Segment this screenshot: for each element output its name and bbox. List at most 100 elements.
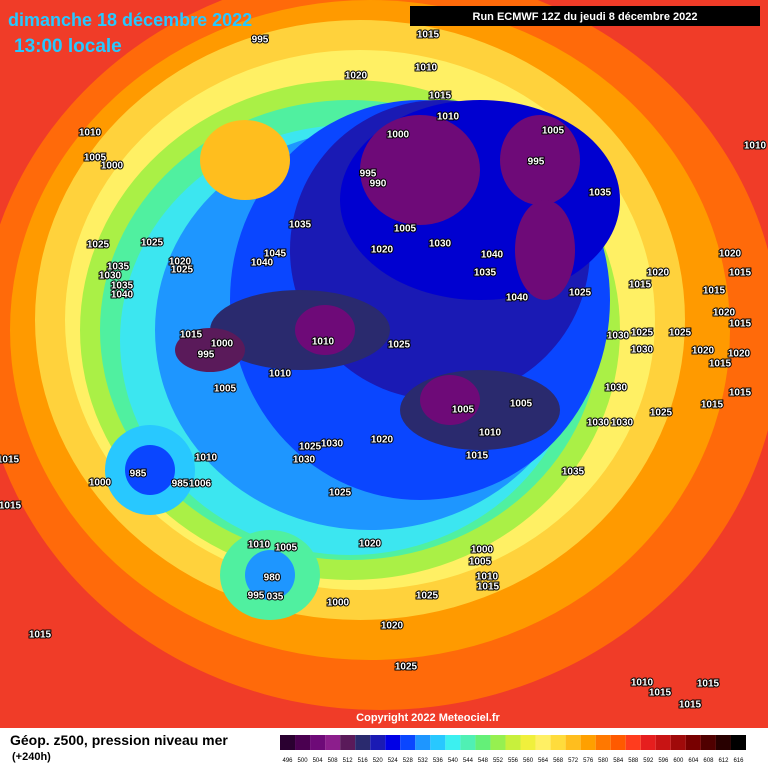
scale-cell [625,735,641,750]
scale-cell [340,735,356,750]
scale-cell [700,735,716,750]
legend-subtitle: (+240h) [12,751,51,763]
isobar-label: 1025 [299,442,322,453]
isobar-label: 1005 [275,543,298,554]
isobar-label: 1020 [692,346,715,357]
isobar-label: 1000 [211,339,234,350]
isobar-label: 1010 [415,63,438,74]
isobar-label: 1015 [729,388,752,399]
isobar-label: 1040 [481,250,504,261]
scale-label: 508 [328,758,339,764]
isobar-label: 995 [248,591,265,602]
isobar-label: 1010 [476,572,499,583]
scale-cell [325,735,341,750]
scale-cell [400,735,416,750]
isobar-label: 1040 [251,258,274,269]
isobar-label: 1030 [321,439,344,450]
isobar-label: 1015 [477,582,500,593]
isobar-label: 1015 [697,679,720,690]
isobar-label: 1015 [429,91,452,102]
scale-cell [610,735,626,750]
isobar-label: 1010 [479,428,502,439]
isobar-label: 1015 [0,455,20,466]
scale-cell [280,735,296,750]
scale-cell [715,735,731,750]
scale-label: 520 [373,758,384,764]
scale-cell [490,735,506,750]
scale-label: 556 [508,758,519,764]
isobar-label: 1035 [474,268,497,279]
isobar-label: 1025 [87,240,110,251]
isobar-label: 1020 [381,621,404,632]
scale-label: 548 [478,758,489,764]
scale-label: 544 [463,758,474,764]
isobar-label: 980 [264,573,281,584]
isobar-label: 1025 [569,288,592,299]
isobar-label: 1020 [719,249,742,260]
scale-label: 532 [418,758,429,764]
isobar-label: 1020 [713,308,736,319]
isobar-label: 1015 [709,359,732,370]
isobar-label: 1015 [180,330,203,341]
isobar-label: 1015 [649,688,672,699]
scale-label: 616 [733,758,744,764]
scale-cell [640,735,656,750]
isobar-label: 1010 [631,678,654,689]
isobar-label: 1040 [506,293,529,304]
scale-label: 552 [493,758,504,764]
isobar-label: 1010 [195,453,218,464]
scale-label: 500 [298,758,309,764]
scale-cell [580,735,596,750]
scale-label: 528 [403,758,414,764]
scale-label: 504 [313,758,324,764]
isobar-label: 1015 [701,400,724,411]
isobar-label: 1015 [729,319,752,330]
copyright: Copyright 2022 Meteociel.fr [356,712,500,724]
isobar-label: 1035 [289,220,312,231]
isobar-label: 1025 [171,265,194,276]
legend-title: Géop. z500, pression niveau mer [10,732,228,748]
isobar-label: 985 [130,469,147,480]
isobar-label: 1010 [312,337,335,348]
isobar-label: 1000 [471,545,494,556]
isobar-label: 1020 [371,435,394,446]
isobar-label: 1006 [189,479,212,490]
isobar-label: 1030 [607,331,630,342]
scale-label: 496 [283,758,294,764]
isobar-label: 1010 [744,141,767,152]
isobar-label: 1015 [29,630,52,641]
isobar-label: 1015 [679,700,702,711]
isobar-label: 1005 [214,384,237,395]
isobar-label: 985 [172,479,189,490]
scale-label: 576 [583,758,594,764]
isobar-label: 1030 [429,239,452,250]
run-box [410,6,760,26]
isobar-label: 1010 [437,112,460,123]
isobar-label: 995 [528,157,545,168]
isobar-label: 1015 [703,286,726,297]
scale-cell [730,735,746,750]
scale-cell [655,735,671,750]
scale-label: 568 [553,758,564,764]
scale-label: 600 [673,758,684,764]
scale-cell [310,735,326,750]
color-scale: 496 500 504 508 512 516 520 524 528 532 536 540 544 5… [280,735,746,764]
scale-cell [460,735,476,750]
isobar-label: 1000 [89,478,112,489]
isobar-label: 1025 [329,488,352,499]
isobar-label: 995 [252,35,269,46]
isobar-label: 1015 [417,30,440,41]
isobar-label: 1000 [387,130,410,141]
scale-label: 512 [343,758,354,764]
scale-cell [370,735,386,750]
scale-label: 604 [688,758,699,764]
scale-label: 536 [433,758,444,764]
isobar-label: 1010 [269,369,292,380]
scale-label: 596 [658,758,669,764]
isobar-label: 1045 [264,249,287,260]
isobar-label: 1025 [650,408,673,419]
scale-label: 572 [568,758,579,764]
isobar-label: 995 [360,169,377,180]
